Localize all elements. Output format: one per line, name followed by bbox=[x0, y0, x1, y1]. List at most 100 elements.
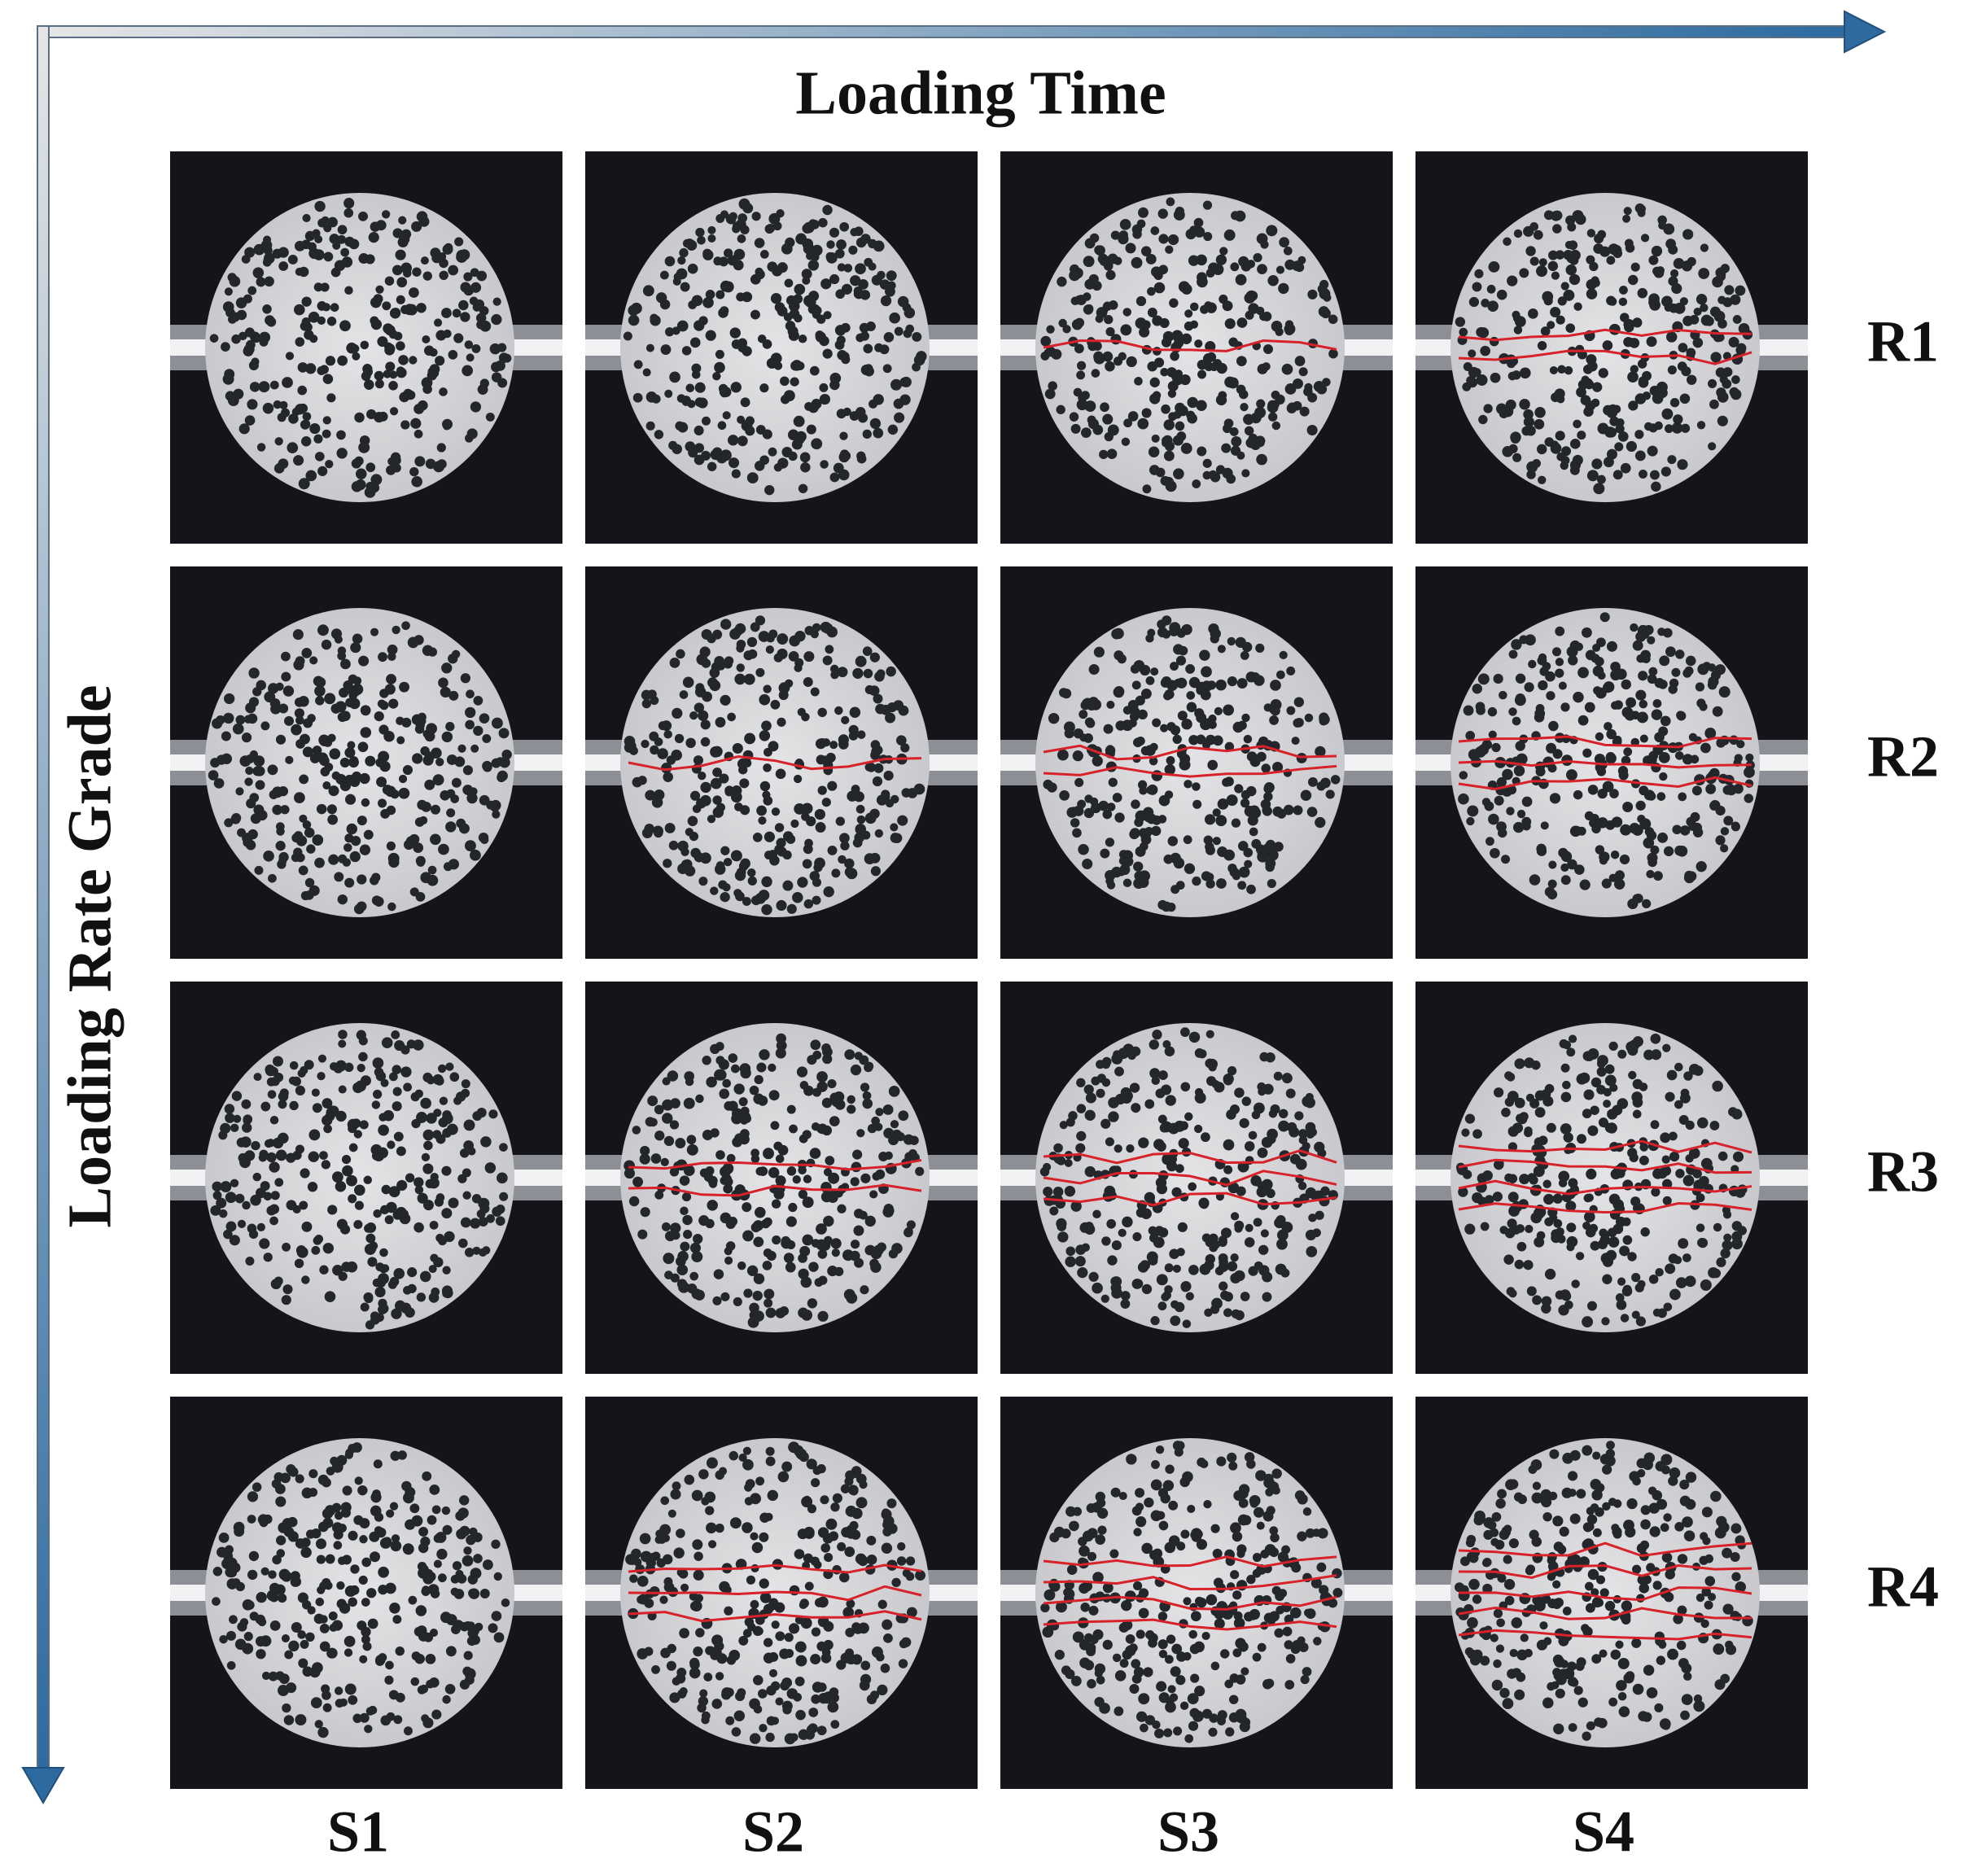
speckle bbox=[1043, 1187, 1053, 1197]
speckle bbox=[1072, 1631, 1084, 1643]
speckle bbox=[1235, 273, 1247, 286]
speckle bbox=[1662, 1043, 1671, 1052]
speckle bbox=[817, 785, 827, 795]
speckle bbox=[1560, 282, 1569, 291]
speckle bbox=[1569, 273, 1581, 286]
speckle bbox=[811, 438, 823, 450]
speckle bbox=[1555, 431, 1565, 441]
speckle bbox=[1082, 1581, 1093, 1592]
speckle bbox=[262, 402, 274, 414]
speckle bbox=[711, 662, 721, 672]
speckle bbox=[346, 1174, 357, 1187]
speckle bbox=[344, 794, 357, 805]
speckle bbox=[452, 649, 461, 658]
speckle bbox=[423, 1140, 433, 1151]
speckle bbox=[733, 1297, 742, 1306]
speckle bbox=[366, 1588, 377, 1598]
speckle bbox=[1630, 365, 1639, 374]
speckle bbox=[806, 1725, 816, 1734]
speckle bbox=[734, 1184, 746, 1196]
speckle bbox=[1202, 741, 1211, 750]
speckle bbox=[1526, 461, 1538, 473]
speckle bbox=[1316, 1562, 1327, 1572]
speckle bbox=[839, 833, 850, 844]
speckle bbox=[1157, 627, 1168, 638]
speckle bbox=[707, 225, 716, 234]
speckle bbox=[1157, 1488, 1168, 1498]
speckle bbox=[1164, 441, 1175, 452]
speckle bbox=[1220, 1290, 1230, 1301]
speckle bbox=[392, 1101, 402, 1112]
speckle bbox=[709, 680, 721, 692]
speckle bbox=[1243, 734, 1253, 744]
speckle bbox=[1234, 1310, 1245, 1321]
speckle bbox=[432, 461, 444, 473]
speckle bbox=[1097, 1525, 1107, 1535]
speckle bbox=[1157, 1639, 1168, 1650]
speckle bbox=[226, 1557, 238, 1569]
speckle bbox=[472, 1246, 481, 1255]
speckle bbox=[1171, 1187, 1182, 1197]
speckle bbox=[1508, 707, 1517, 716]
speckle bbox=[260, 721, 270, 731]
speckle bbox=[298, 478, 310, 490]
speckle bbox=[1602, 340, 1613, 351]
speckle bbox=[798, 1189, 808, 1200]
speckle bbox=[1674, 302, 1686, 314]
speckle bbox=[1543, 1193, 1555, 1205]
speckle bbox=[1248, 303, 1259, 314]
speckle bbox=[1123, 418, 1132, 428]
speckle bbox=[370, 221, 381, 232]
speckle bbox=[1190, 1673, 1200, 1683]
speckle bbox=[1640, 1227, 1650, 1237]
speckle bbox=[270, 703, 282, 715]
speckle bbox=[444, 1683, 456, 1695]
speckle bbox=[297, 362, 308, 373]
speckle bbox=[435, 1233, 444, 1243]
speckle bbox=[1056, 1601, 1067, 1613]
speckle bbox=[1639, 818, 1652, 830]
speckle bbox=[300, 436, 312, 447]
speckle bbox=[1606, 406, 1618, 418]
speckle bbox=[1138, 1693, 1150, 1705]
speckle bbox=[850, 1064, 862, 1076]
speckle bbox=[216, 1197, 227, 1209]
speckle bbox=[291, 1576, 302, 1587]
speckle bbox=[906, 1220, 916, 1230]
speckle bbox=[1222, 1608, 1234, 1620]
speckle bbox=[1724, 285, 1735, 295]
speckle bbox=[785, 1649, 794, 1658]
speckle bbox=[328, 854, 339, 865]
speckle bbox=[806, 251, 815, 260]
speckle bbox=[394, 1040, 405, 1052]
speckle bbox=[1716, 1257, 1726, 1268]
speckle bbox=[735, 891, 745, 902]
speckle bbox=[663, 772, 673, 783]
speckle bbox=[794, 663, 803, 672]
speckle bbox=[1534, 1090, 1546, 1101]
speckle bbox=[1685, 1472, 1697, 1483]
speckle bbox=[1678, 1238, 1689, 1249]
speckle bbox=[1317, 284, 1328, 295]
speckle bbox=[802, 1130, 812, 1139]
speckle bbox=[1518, 1199, 1529, 1209]
speckle bbox=[719, 1088, 730, 1100]
speckle bbox=[862, 429, 872, 439]
speckle bbox=[720, 892, 730, 903]
speckle bbox=[322, 429, 331, 439]
crack bbox=[1043, 744, 1337, 761]
speckle bbox=[1083, 1084, 1094, 1095]
speckle bbox=[278, 261, 289, 271]
speckle bbox=[1302, 1507, 1312, 1516]
speckle bbox=[331, 1171, 343, 1183]
speckle bbox=[1676, 711, 1685, 720]
speckle bbox=[1490, 847, 1500, 859]
speckle bbox=[868, 262, 877, 271]
speckle bbox=[1245, 1223, 1254, 1232]
speckle bbox=[427, 647, 438, 657]
speckle bbox=[803, 677, 813, 687]
speckle bbox=[887, 424, 899, 435]
speckle bbox=[1604, 1600, 1616, 1611]
speckle bbox=[391, 1308, 402, 1319]
speckle bbox=[327, 814, 339, 825]
